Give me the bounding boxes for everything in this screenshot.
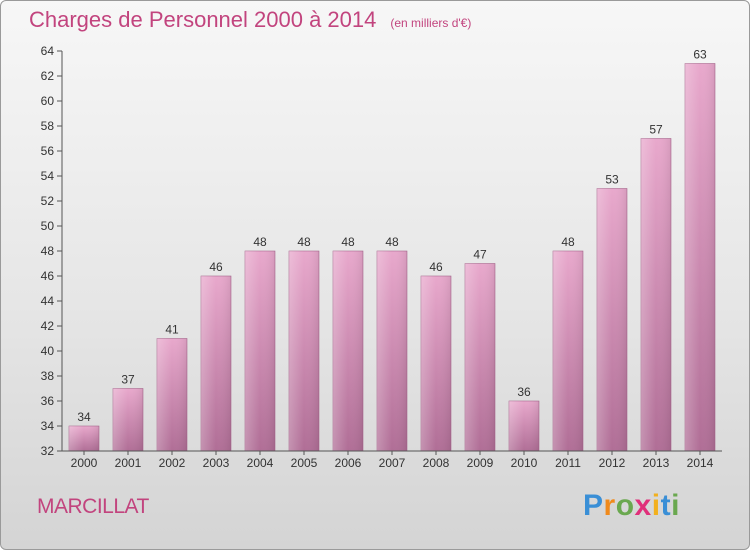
- y-tick-label: 52: [41, 194, 55, 208]
- y-tick-label: 34: [41, 419, 55, 433]
- x-tick-label: 2007: [379, 456, 406, 470]
- x-tick-label: 2014: [687, 456, 714, 470]
- chart-subtitle: (en milliers d'€): [390, 16, 472, 30]
- bar-highlight: [377, 251, 407, 451]
- bar-highlight: [245, 251, 275, 451]
- bar-highlight: [157, 338, 187, 451]
- bar-value-label: 48: [341, 235, 355, 249]
- bar-highlight: [553, 251, 583, 451]
- bar-highlight: [641, 138, 671, 451]
- bar-value-label: 48: [385, 235, 399, 249]
- bar-value-label: 48: [253, 235, 267, 249]
- bar-highlight: [333, 251, 363, 451]
- bar-highlight: [69, 426, 99, 451]
- y-tick-label: 40: [41, 344, 55, 358]
- bar-value-label: 34: [77, 410, 91, 424]
- bar-value-label: 37: [121, 373, 135, 387]
- bar-value-label: 53: [605, 173, 619, 187]
- y-tick-label: 44: [41, 294, 55, 308]
- x-tick-label: 2000: [71, 456, 98, 470]
- y-tick-label: 50: [41, 219, 55, 233]
- bar-value-label: 41: [165, 323, 179, 337]
- logo-letter: r: [603, 489, 616, 522]
- logo-letter: t: [660, 489, 672, 522]
- x-tick-label: 2002: [159, 456, 186, 470]
- logo-letter: o: [615, 489, 635, 522]
- y-tick-label: 48: [41, 244, 55, 258]
- bar-highlight: [597, 188, 627, 451]
- x-tick-label: 2004: [247, 456, 274, 470]
- bar-highlight: [201, 276, 231, 451]
- x-tick-label: 2011: [555, 456, 581, 470]
- y-axis: 32 34 36 38 40 42 44 46 48 50 52 54 56 58 60 62 64: [41, 44, 63, 458]
- y-tick-label: 58: [41, 119, 55, 133]
- x-tick-label: 2009: [467, 456, 494, 470]
- x-tick-label: 2006: [335, 456, 362, 470]
- x-tick-label: 2008: [423, 456, 450, 470]
- y-tick-label: 56: [41, 144, 55, 158]
- bar-value-label: 48: [297, 235, 311, 249]
- chart-title-text: Charges de Personnel 2000 à 2014: [29, 7, 377, 32]
- x-tick-label: 2012: [599, 456, 626, 470]
- x-tick-label: 2001: [115, 456, 142, 470]
- y-tick-label: 42: [41, 319, 55, 333]
- bar-value-label: 48: [561, 235, 575, 249]
- logo-letter: i: [651, 489, 661, 522]
- bar-value-label: 46: [209, 260, 223, 274]
- proxiti-logo[interactable]: Proxiti: [583, 489, 680, 523]
- bar-value-label: 46: [429, 260, 443, 274]
- x-tick-label: 2005: [291, 456, 318, 470]
- y-tick-label: 64: [41, 44, 55, 58]
- bar-highlight: [509, 401, 539, 451]
- chart-title: Charges de Personnel 2000 à 2014 (en mill…: [29, 7, 471, 33]
- y-tick-label: 38: [41, 369, 55, 383]
- y-tick-label: 36: [41, 394, 55, 408]
- bar-value-label: 63: [693, 48, 707, 62]
- y-tick-label: 62: [41, 69, 55, 83]
- x-tick-label: 2010: [511, 456, 538, 470]
- y-tick-label: 46: [41, 269, 55, 283]
- logo-letter: x: [634, 489, 652, 522]
- logo-letter: P: [583, 489, 604, 522]
- bar-highlight: [421, 276, 451, 451]
- logo-letter: i: [671, 489, 680, 522]
- y-tick-label: 32: [41, 444, 55, 458]
- bars: 34 37 41 46 48 48 48 48 46 47 36 48 53 57 63: [68, 48, 716, 452]
- commune-name: MARCILLAT: [37, 495, 149, 518]
- y-tick-label: 60: [41, 94, 55, 108]
- y-tick-label: 54: [41, 169, 55, 183]
- bar-value-label: 36: [517, 385, 531, 399]
- bar-value-label: 57: [649, 123, 663, 137]
- bar-value-label: 47: [473, 248, 487, 262]
- bar-highlight: [685, 63, 715, 451]
- x-axis: 2000 2001 2002 2003 2004 2005 2006 2007 2008 2009…: [62, 450, 722, 470]
- bar-highlight: [289, 251, 319, 451]
- x-tick-label: 2003: [203, 456, 230, 470]
- x-tick-label: 2013: [643, 456, 670, 470]
- bar-highlight: [113, 388, 143, 451]
- bar-highlight: [465, 263, 495, 451]
